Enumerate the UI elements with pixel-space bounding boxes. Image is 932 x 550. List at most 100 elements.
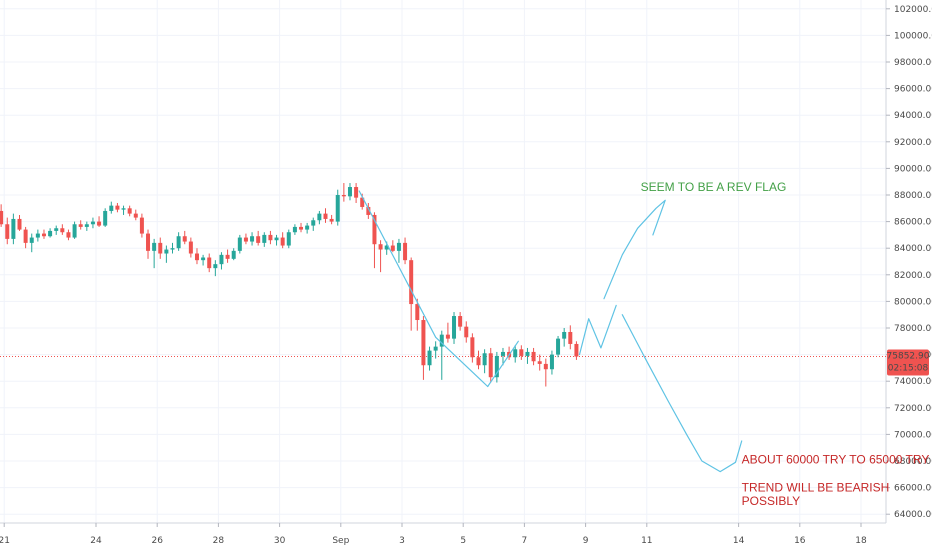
candle-down: [537, 354, 542, 371]
candle-down: [188, 237, 193, 258]
candle-down: [390, 240, 395, 253]
candle-up: [433, 341, 438, 359]
candle-body: [415, 304, 420, 321]
candle-body: [299, 226, 304, 230]
time-axis[interactable]: 21 24 26 28 30 Sep 3 5 7 9 11 14 16 18: [0, 523, 867, 546]
candle-down: [372, 212, 377, 269]
price-badge-countdown: 02:15:08: [888, 364, 929, 374]
candle-up: [513, 345, 518, 363]
annotation-text[interactable]: POSSIBLY: [742, 494, 800, 508]
candle-body: [121, 208, 126, 210]
candle-up: [219, 252, 224, 270]
candle-body: [158, 242, 163, 254]
price-tick-label: 102000.00: [894, 5, 932, 15]
candle-body: [41, 233, 46, 237]
time-tick-label: 16: [794, 536, 806, 546]
candle-body: [384, 245, 389, 250]
candle-up: [109, 201, 114, 214]
candle-up: [201, 254, 206, 266]
time-tick-label: 9: [583, 536, 589, 546]
candle-up: [84, 221, 89, 231]
candle-body: [335, 195, 340, 222]
candle-down: [476, 350, 481, 370]
candle-down: [127, 205, 132, 217]
candle-body: [574, 343, 579, 357]
candle-body: [396, 242, 401, 251]
price-tick-label: 68000.00: [894, 457, 932, 467]
candle-body: [372, 214, 377, 245]
candle-up: [11, 213, 16, 245]
candle-body: [562, 331, 567, 339]
candle-body: [146, 233, 151, 251]
candle-body: [0, 210, 4, 225]
bullish-projection[interactable]: [578, 304, 617, 356]
candle-down: [543, 358, 548, 387]
time-tick-label: 7: [522, 536, 528, 546]
rally-curve[interactable]: [603, 199, 666, 300]
candle-body: [360, 197, 365, 207]
annotation-text[interactable]: TREND WILL BE BEARISH: [742, 481, 890, 495]
candle-down: [531, 347, 536, 366]
price-badge-value: 75852.90: [887, 352, 930, 362]
candle-up: [556, 335, 561, 358]
candle-down: [458, 312, 463, 331]
candle-up: [121, 205, 126, 215]
price-tick-label: 70000.00: [894, 430, 932, 440]
time-tick-label: 24: [90, 536, 102, 546]
price-tick-label: 98000.00: [894, 58, 932, 68]
candle-body: [5, 224, 10, 239]
candle-up: [231, 248, 236, 261]
candle-body: [29, 237, 34, 243]
flag-line[interactable]: [487, 340, 519, 388]
candle-body: [537, 361, 542, 364]
candle-down: [323, 208, 328, 223]
candle-down: [519, 345, 524, 360]
candle-body: [494, 355, 499, 378]
candle-up: [72, 221, 77, 239]
price-tick-label: 82000.00: [894, 271, 932, 281]
candle-body: [482, 353, 487, 366]
candle-body: [311, 220, 316, 226]
candle-body: [525, 351, 530, 356]
price-tick-label: 74000.00: [894, 377, 932, 387]
downtrend-line[interactable]: [358, 190, 489, 388]
candle-down: [415, 298, 420, 331]
candle-down: [5, 217, 10, 245]
drawing-lines[interactable]: [358, 190, 743, 473]
time-tick-label: 21: [0, 536, 10, 546]
candle-body: [500, 351, 505, 356]
candle-body: [139, 217, 144, 234]
candle-up: [439, 330, 444, 380]
candle-up: [494, 351, 499, 383]
candle-up: [54, 225, 59, 235]
candle-down: [403, 237, 408, 265]
candle-down: [146, 229, 151, 259]
bearish-projection[interactable]: [621, 314, 743, 473]
candle-down: [568, 325, 573, 350]
candle-down: [280, 232, 285, 249]
candle-down: [329, 214, 334, 225]
candle-body: [433, 346, 438, 351]
price-axis[interactable]: 102000.00 100000.00 98000.00 96000.00 94000.…: [886, 5, 932, 520]
candle-body: [513, 349, 518, 358]
candle-down: [445, 322, 450, 343]
candle-up: [500, 347, 505, 366]
annotation-text[interactable]: ABOUT 60000 TRY TO 65000 TRY: [742, 453, 930, 467]
candle-body: [464, 326, 469, 338]
grid: [0, 0, 886, 523]
candle-body: [170, 248, 175, 250]
price-tick-label: 100000.00: [894, 31, 932, 41]
candle-body: [268, 234, 273, 241]
candle-body: [109, 205, 114, 211]
candle-down: [182, 230, 187, 245]
candle-up: [152, 238, 157, 269]
candle-body: [366, 206, 371, 215]
candle-body: [256, 236, 261, 243]
candle-body: [11, 218, 16, 239]
candle-down: [41, 229, 46, 239]
text-annotations[interactable]: SEEM TO BE A REV FLAG ABOUT 60000 TRY TO …: [641, 180, 930, 508]
annotation-text[interactable]: SEEM TO BE A REV FLAG: [641, 180, 787, 194]
candle-up: [427, 346, 432, 371]
candle-up: [292, 224, 297, 235]
